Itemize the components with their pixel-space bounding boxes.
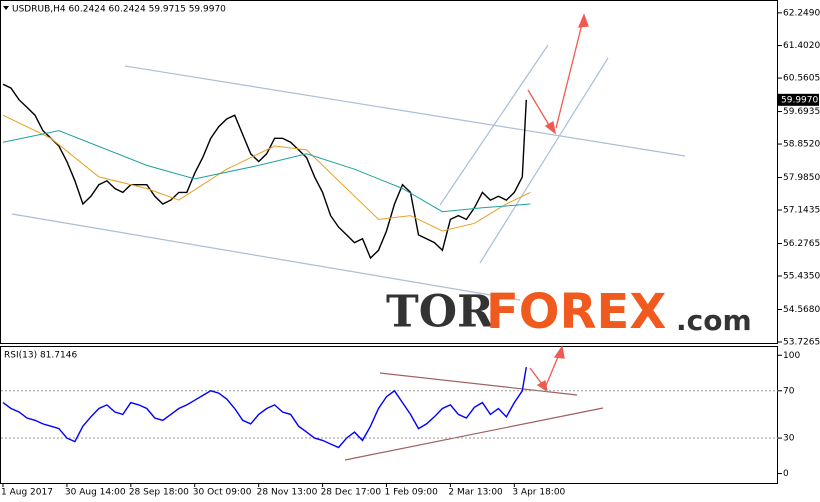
watermark: TOR FOREX .com <box>386 284 752 340</box>
x-tick-label: 28 Sep 18:00 <box>129 488 189 498</box>
y-tick-label: 30 <box>783 434 795 444</box>
y-tick-label: 100 <box>783 351 800 361</box>
series-line <box>2 83 527 260</box>
rsi-trendlines <box>344 372 604 461</box>
chart-title: USDRUB,H4 60.2424 60.2424 59.9715 59.997… <box>12 5 226 15</box>
y-tick-label: 0 <box>783 469 789 479</box>
y-tick-label: 58.8520 <box>783 140 820 150</box>
x-tick-label: 3 Apr 18:00 <box>512 488 565 498</box>
watermark-tor: TOR <box>386 287 494 338</box>
current-price-box <box>778 93 819 106</box>
current-price-label: 59.9970 <box>781 95 818 105</box>
y-tick-label: 62.2490 <box>783 8 820 18</box>
watermark-com: .com <box>676 304 752 337</box>
series-line <box>2 366 527 449</box>
x-tick-label: 1 Feb 09:00 <box>385 488 439 498</box>
series-line <box>2 114 531 232</box>
series-line <box>2 130 531 213</box>
y-tick-label: 70 <box>783 386 795 396</box>
rsi-panel <box>0 346 778 484</box>
x-tick-label: 28 Nov 13:00 <box>257 488 318 498</box>
y-tick-label: 56.2765 <box>783 239 820 249</box>
symbol-marker <box>3 6 9 10</box>
x-tick-label: 30 Oct 09:00 <box>193 488 252 498</box>
x-tick-label: 28 Dec 17:00 <box>321 488 382 498</box>
arrows <box>527 13 589 393</box>
y-tick-label: 60.5605 <box>783 74 820 84</box>
watermark-forex: FOREX <box>486 284 666 340</box>
y-tick-label: 55.4350 <box>783 271 820 281</box>
y-tick-label: 61.4020 <box>783 41 820 51</box>
price-panel <box>0 0 778 344</box>
y-tick-label: 57.9850 <box>783 173 820 183</box>
y-tick-label: 53.7265 <box>783 337 820 347</box>
y-tick-label: 54.5680 <box>783 305 820 315</box>
x-tick-label: 30 Aug 14:00 <box>65 488 126 498</box>
rsi-title: RSI(13) 81.7146 <box>4 351 77 361</box>
y-tick-label: 59.6935 <box>783 107 820 117</box>
x-tick-label: 1 Aug 2017 <box>1 488 53 498</box>
y-tick-label: 57.1435 <box>783 206 820 216</box>
x-tick-label: 2 Mar 13:00 <box>448 488 503 498</box>
channels <box>11 44 686 301</box>
